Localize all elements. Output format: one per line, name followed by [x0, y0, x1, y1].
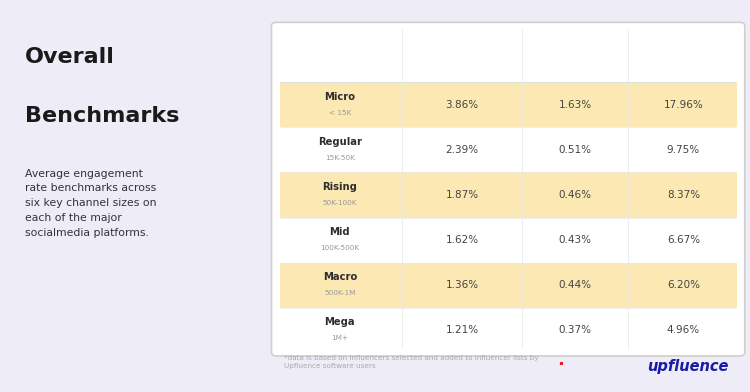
Text: 1.21%: 1.21%	[446, 325, 478, 335]
Text: 6.20%: 6.20%	[667, 280, 700, 290]
Text: 1M+: 1M+	[332, 335, 348, 341]
Text: 1.63%: 1.63%	[559, 100, 592, 110]
Text: 17.96%: 17.96%	[664, 100, 704, 110]
Text: 0.51%: 0.51%	[559, 145, 592, 155]
Text: *data is based on influencers selected and added to influencer lists by
Upfluenc: *data is based on influencers selected a…	[284, 355, 538, 369]
Text: Mid: Mid	[329, 227, 350, 237]
Text: 50K-100K: 50K-100K	[322, 200, 357, 206]
Text: 500K-1M: 500K-1M	[324, 290, 356, 296]
Text: 4.96%: 4.96%	[667, 325, 700, 335]
Text: Macro: Macro	[322, 272, 357, 282]
Polygon shape	[569, 45, 585, 63]
Text: 0.44%: 0.44%	[559, 280, 592, 290]
Text: < 15K: < 15K	[328, 110, 351, 116]
Text: 9.75%: 9.75%	[667, 145, 700, 155]
Text: 1.36%: 1.36%	[446, 280, 478, 290]
Text: Rising: Rising	[322, 182, 357, 192]
Text: Regular: Regular	[318, 137, 362, 147]
Text: 0.37%: 0.37%	[559, 325, 592, 335]
Text: ·: ·	[557, 356, 564, 374]
Text: 6.67%: 6.67%	[667, 235, 700, 245]
Text: 3.86%: 3.86%	[446, 100, 478, 110]
Text: 100K-500K: 100K-500K	[320, 245, 359, 251]
Text: 0.46%: 0.46%	[559, 190, 592, 200]
Text: Overall: Overall	[25, 47, 115, 67]
Text: 1.87%: 1.87%	[446, 190, 478, 200]
Text: Micro: Micro	[324, 92, 356, 102]
Text: 8.37%: 8.37%	[667, 190, 700, 200]
Text: 2.39%: 2.39%	[446, 145, 478, 155]
Text: upfluence: upfluence	[647, 359, 729, 374]
Text: Benchmarks: Benchmarks	[25, 106, 179, 126]
Text: 0.43%: 0.43%	[559, 235, 592, 245]
Text: 15K-50K: 15K-50K	[325, 155, 355, 161]
Text: 1.62%: 1.62%	[446, 235, 478, 245]
Text: Mega: Mega	[325, 318, 355, 327]
Text: Average engagement
rate benchmarks across
six key channel sizes on
each of the m: Average engagement rate benchmarks acros…	[25, 169, 156, 238]
